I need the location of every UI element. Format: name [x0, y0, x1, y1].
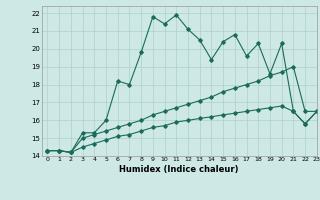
X-axis label: Humidex (Indice chaleur): Humidex (Indice chaleur): [119, 165, 239, 174]
